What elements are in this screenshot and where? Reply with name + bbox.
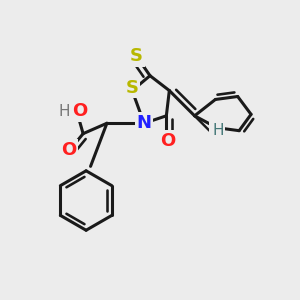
- Text: S: S: [130, 47, 143, 65]
- Text: H: H: [58, 104, 70, 119]
- Text: S: S: [210, 122, 224, 140]
- Text: O: O: [72, 102, 87, 120]
- Text: O: O: [61, 141, 76, 159]
- Text: H: H: [213, 123, 224, 138]
- Text: S: S: [126, 79, 139, 97]
- Text: N: N: [136, 114, 152, 132]
- Text: O: O: [160, 132, 176, 150]
